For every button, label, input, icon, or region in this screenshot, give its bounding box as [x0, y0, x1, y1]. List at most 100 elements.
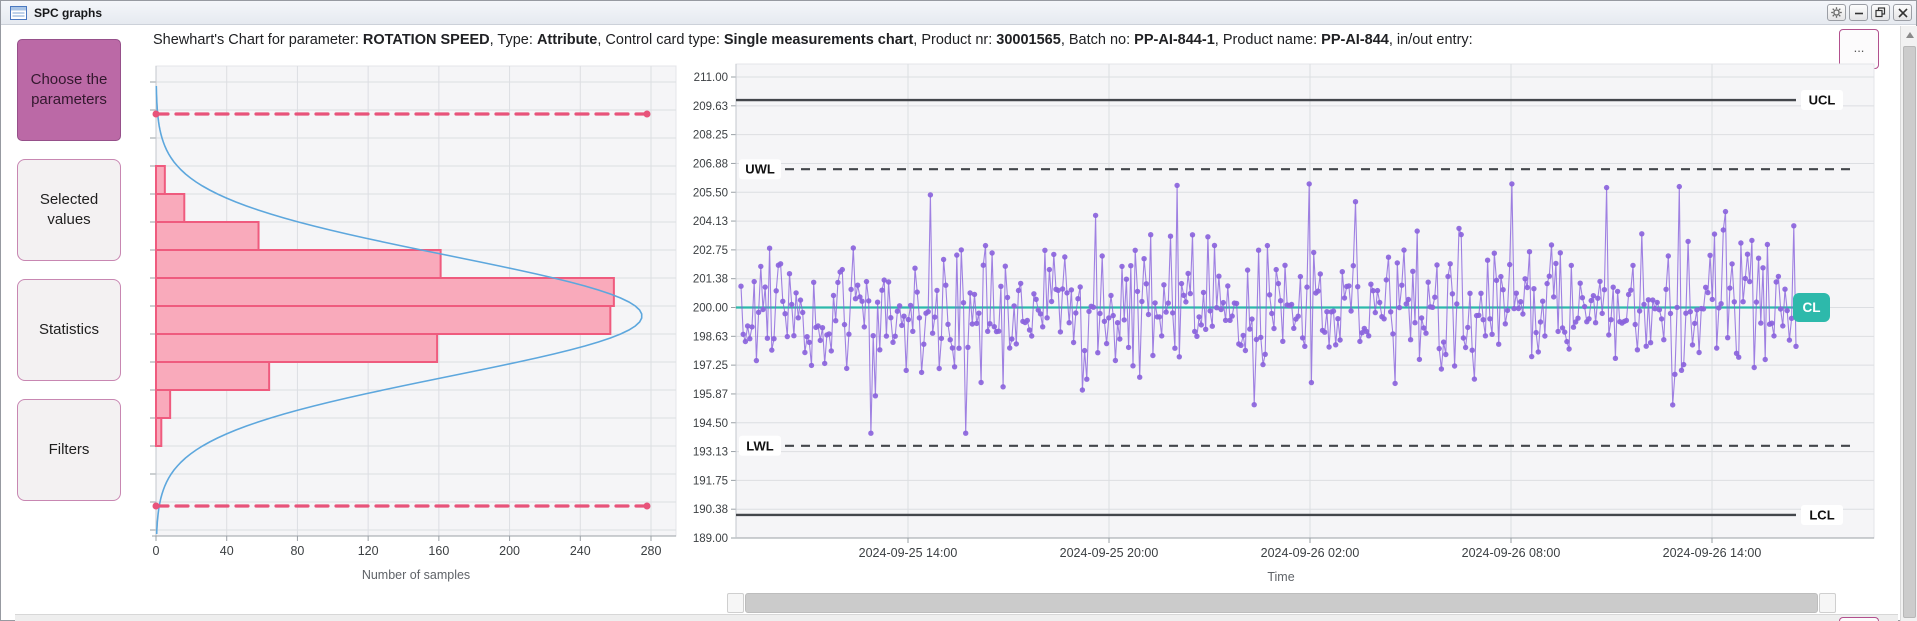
sidebar-button-statistics[interactable]: Statistics	[17, 279, 121, 381]
histogram-bar[interactable]	[155, 417, 163, 447]
restore-icon	[1875, 7, 1886, 18]
vertical-scrollbar[interactable]	[1900, 26, 1917, 621]
gear-icon	[1831, 7, 1842, 18]
scroll-right-button[interactable]	[1819, 593, 1836, 613]
histogram-x-tick-label: 40	[220, 544, 234, 558]
app-icon	[10, 5, 27, 20]
histogram-bar[interactable]	[155, 361, 271, 391]
control-chart: 211.00 209.63 208.25 206.88 205.50 204.13 202.…	[693, 63, 1875, 584]
control-y-tick-label: 193.13	[693, 447, 728, 459]
header-type-value: Attribute	[536, 32, 598, 48]
scroll-up-button[interactable]	[1903, 28, 1916, 42]
limit-line-dot	[152, 110, 160, 118]
control-y-tick-label: 190.38	[693, 504, 728, 516]
histogram-x-tick-label: 0	[153, 544, 160, 558]
sidebar-button-filters[interactable]: Filters	[17, 399, 121, 501]
lwl-label-bg	[739, 435, 781, 456]
control-y-tick-label: 211.00	[694, 72, 728, 84]
horizontal-scrollbar[interactable]	[727, 593, 1836, 613]
control-y-tick-label: 198.63	[693, 331, 728, 343]
lcl-label: LCL	[1809, 507, 1834, 522]
title-bar[interactable]: SPC graphs	[1, 1, 1916, 25]
histogram-x-tick-label: 80	[290, 544, 304, 558]
uwl-label-bg	[739, 159, 781, 180]
limit-line-dot	[152, 502, 160, 510]
header-batch-value: PP-AI-844-1	[1134, 32, 1215, 48]
histogram-x-tick-label: 200	[499, 544, 520, 558]
up-arrow-icon	[1905, 32, 1914, 38]
bottom-panel-edge	[15, 614, 1898, 621]
control-x-tick-label: 2024-09-26 02:00	[1261, 546, 1360, 560]
window-title: SPC graphs	[34, 5, 103, 20]
measurement-series[interactable]	[738, 181, 1799, 436]
control-y-tick-label: 208.25	[693, 130, 728, 142]
close-icon	[1897, 7, 1908, 18]
histogram-bar[interactable]	[155, 221, 260, 251]
histogram-x-tick-label: 160	[428, 544, 449, 558]
ucl-label: UCL	[1809, 93, 1836, 108]
control-y-tick-label: 194.50	[693, 418, 728, 430]
histogram-bar[interactable]	[155, 389, 172, 419]
lcl-label-bg	[1801, 504, 1843, 525]
limit-line-dot	[643, 110, 651, 118]
horizontal-scrollbar-thumb[interactable]	[745, 593, 1818, 613]
header-segment: , Type:	[489, 32, 537, 48]
lwl-label: LWL	[746, 438, 773, 453]
sidebar-button-choose-parameters[interactable]: Choose the parameters	[17, 39, 121, 141]
header-productnr-value: 30001565	[996, 32, 1061, 48]
histogram-x-tick-label: 280	[641, 544, 662, 558]
control-y-tick-label: 204.13	[693, 216, 728, 228]
more-options-button[interactable]: ...	[1839, 29, 1879, 69]
control-y-tick-label: 202.75	[693, 245, 728, 257]
cl-badge	[1793, 293, 1830, 322]
histogram-bar[interactable]	[155, 249, 442, 279]
histogram-bar[interactable]	[155, 165, 166, 195]
control-y-tick-label: 189.00	[693, 533, 728, 545]
header-segment: , Product name:	[1214, 32, 1322, 48]
control-y-tick-label: 200.00	[693, 303, 728, 315]
uwl-label: UWL	[745, 162, 775, 177]
more-options-button-bottom[interactable]	[1839, 617, 1879, 621]
control-y-tick-label: 209.63	[693, 101, 728, 113]
histogram-bar[interactable]	[155, 277, 615, 307]
histogram-x-tick-label: 120	[358, 544, 379, 558]
header-segment: , Batch no:	[1060, 32, 1135, 48]
limit-line-dot	[643, 502, 651, 510]
vertical-scrollbar-thumb[interactable]	[1903, 46, 1916, 618]
header-segment: , Control card type:	[597, 32, 724, 48]
ucl-label-bg	[1801, 90, 1843, 111]
histogram-x-tick-label: 240	[570, 544, 591, 558]
header-segment: , Product nr:	[913, 32, 997, 48]
histogram-bar[interactable]	[155, 193, 186, 223]
control-plot-area	[735, 63, 1875, 539]
restore-button[interactable]	[1871, 4, 1890, 21]
control-x-axis-title: Time	[1267, 570, 1294, 584]
minimize-button[interactable]	[1849, 4, 1868, 21]
close-button[interactable]	[1893, 4, 1912, 21]
sidebar-button-selected-values[interactable]: Selected values	[17, 159, 121, 261]
control-x-tick-label: 2024-09-25 14:00	[859, 546, 958, 560]
header-segment: Shewhart's Chart for parameter:	[153, 32, 363, 48]
header-productname-value: PP-AI-844	[1321, 32, 1389, 48]
header-parameter-value: ROTATION SPEED	[362, 32, 490, 48]
control-grid	[731, 64, 1874, 539]
control-x-tick-label: 2024-09-26 08:00	[1462, 546, 1561, 560]
minimize-icon	[1854, 12, 1863, 14]
control-y-tick-label: 195.87	[693, 389, 728, 401]
window-controls	[1827, 4, 1912, 21]
histogram-chart: 0 40 80 120 160 200 240 280 Number of samples	[150, 65, 677, 582]
chart-header-title: Shewhart's Chart for parameter: ROTATION…	[153, 32, 1833, 56]
histogram-bars	[155, 165, 615, 447]
header-segment: , in/out entry:	[1388, 32, 1473, 48]
control-y-tick-label: 206.88	[693, 158, 728, 170]
scroll-left-button[interactable]	[727, 593, 744, 613]
histogram-x-axis-title: Number of samples	[362, 568, 470, 582]
control-y-tick-label: 205.50	[693, 187, 728, 199]
settings-button[interactable]	[1827, 4, 1846, 21]
histogram-bar[interactable]	[155, 333, 439, 363]
control-x-tick-label: 2024-09-26 14:00	[1663, 546, 1762, 560]
histogram-bar[interactable]	[155, 305, 612, 335]
control-y-tick-label: 191.75	[693, 475, 728, 487]
control-x-tick-label: 2024-09-25 20:00	[1060, 546, 1159, 560]
